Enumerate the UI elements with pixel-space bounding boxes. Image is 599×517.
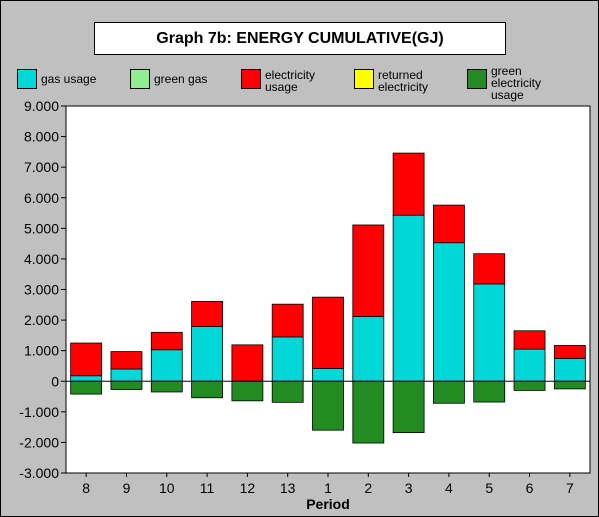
x-tick-label: 7 <box>566 480 574 496</box>
bar-gas-usage-10 <box>150 349 183 382</box>
y-tick-label: 5.000 <box>24 220 59 236</box>
y-tick-label: -3.000 <box>19 465 59 481</box>
bar-gas-usage-11 <box>191 326 223 382</box>
bars <box>70 152 586 444</box>
x-ticks: 8 9 10 11 12 13 1 2 3 4 5 6 7 <box>82 473 574 496</box>
bar-gas-usage-13 <box>271 336 304 382</box>
bar-electricity-usage-11 <box>191 301 223 327</box>
y-tick-label: 6.000 <box>24 190 59 206</box>
bar-gas-usage-4 <box>433 242 465 382</box>
bar-green-electricity-usage-7 <box>553 380 586 390</box>
bar-electricity-usage-10 <box>150 331 183 351</box>
bar-gas-usage-9 <box>110 368 143 382</box>
bar-electricity-usage-12 <box>231 344 264 382</box>
legend-swatch-gas-usage <box>17 69 37 89</box>
bar-green-electricity-usage-10 <box>150 380 183 393</box>
legend-swatch-green-electricity-usage <box>467 69 487 89</box>
bar-green-electricity-usage-4 <box>433 380 465 404</box>
bar-green-electricity-usage-12 <box>231 380 264 402</box>
bar-electricity-usage-9 <box>110 351 143 370</box>
y-ticks: 9.000 8.000 7.000 6.000 5.000 4.000 3.000 2.000… <box>19 98 66 481</box>
bar-electricity-usage-7 <box>553 345 586 359</box>
bar-green-electricity-usage-2 <box>352 380 385 444</box>
y-tick-label: 4.000 <box>24 251 59 267</box>
legend-swatch-electricity-usage <box>241 69 261 89</box>
y-tick-label: 1.000 <box>24 343 59 359</box>
x-tick-label: 3 <box>405 480 413 496</box>
y-tick-label: -2.000 <box>19 434 59 450</box>
legend-swatch-green-gas <box>130 69 150 89</box>
x-tick-label: 11 <box>200 480 215 496</box>
bar-green-electricity-usage-3 <box>392 380 425 434</box>
legend-label-electricity-usage: electricity usage <box>265 68 316 94</box>
legend-label-green-electricity-usage: green electricity usage <box>491 64 542 102</box>
bar-gas-usage-7 <box>553 357 586 382</box>
x-tick-label: 1 <box>324 480 332 496</box>
y-tick-label: 7.000 <box>24 159 59 175</box>
x-tick-label: 9 <box>123 480 131 496</box>
bar-gas-usage-2 <box>352 316 385 382</box>
legend-swatch-returned-electricity <box>354 69 374 89</box>
bar-gas-usage-3 <box>392 214 425 382</box>
chart-title: Graph 7b: ENERGY CUMULATIVE(GJ) <box>94 22 506 55</box>
legend-label-returned-electricity: returned electricity <box>378 68 429 94</box>
x-tick-label: 2 <box>364 480 372 496</box>
bar-electricity-usage-13 <box>271 303 304 338</box>
y-tick-label: 3.000 <box>24 282 59 298</box>
bar-electricity-usage-1 <box>312 296 344 369</box>
bar-green-electricity-usage-1 <box>312 380 344 431</box>
y-tick-label: 2.000 <box>24 312 59 328</box>
bar-green-electricity-usage-11 <box>191 380 223 399</box>
x-tick-label: 6 <box>526 480 534 496</box>
bar-green-electricity-usage-9 <box>110 380 143 390</box>
x-tick-label: 10 <box>159 480 175 496</box>
bar-electricity-usage-6 <box>513 330 546 350</box>
y-tick-label: 0 <box>51 373 59 389</box>
bar-electricity-usage-3 <box>392 152 425 216</box>
bar-green-electricity-usage-13 <box>271 380 304 403</box>
bar-electricity-usage-4 <box>433 204 465 244</box>
bar-gas-usage-1 <box>312 368 344 382</box>
x-tick-label: 4 <box>445 480 453 496</box>
y-tick-label: -1.000 <box>19 404 59 420</box>
x-tick-label: 5 <box>485 480 493 496</box>
bar-green-electricity-usage-5 <box>473 380 506 403</box>
bar-electricity-usage-8 <box>70 342 103 377</box>
x-tick-label: 8 <box>82 480 90 496</box>
legend-label-gas-usage: gas usage <box>41 72 97 86</box>
bar-gas-usage-8 <box>70 375 103 382</box>
bar-gas-usage-5 <box>473 283 506 382</box>
y-tick-label: 8.000 <box>24 129 59 145</box>
bar-green-electricity-usage-6 <box>513 380 546 391</box>
legend-label-green-gas: green gas <box>154 72 208 86</box>
x-tick-label: 12 <box>240 480 256 496</box>
x-axis-title: Period <box>306 496 350 512</box>
bar-electricity-usage-2 <box>352 224 385 317</box>
bar-green-electricity-usage-8 <box>70 380 103 395</box>
y-tick-label: 9.000 <box>24 98 59 114</box>
x-tick-label: 13 <box>280 480 296 496</box>
bar-electricity-usage-5 <box>473 253 506 285</box>
bar-gas-usage-6 <box>513 348 546 382</box>
